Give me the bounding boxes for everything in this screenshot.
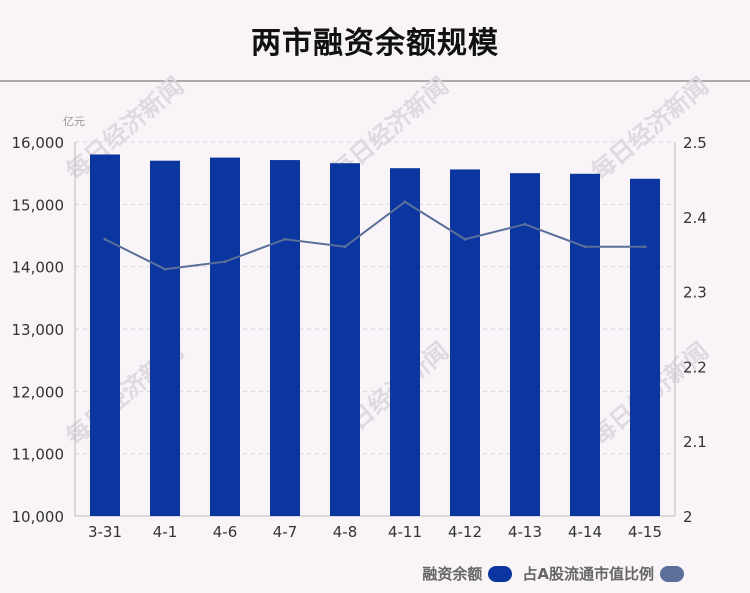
y-right-tick-3: 2.3 xyxy=(683,284,707,302)
x-tick-4-15: 4-15 xyxy=(628,523,662,541)
y-left-tick-3: 13,000 xyxy=(12,321,65,339)
bar-4-1 xyxy=(150,160,180,516)
x-tick-4-12: 4-12 xyxy=(448,523,482,541)
x-tick-4-11: 4-11 xyxy=(388,523,422,541)
ratio-point-4-8 xyxy=(343,245,347,249)
y-left-tick-2: 12,000 xyxy=(12,383,65,401)
x-tick-4-6: 4-6 xyxy=(213,523,238,541)
x-tick-4-14: 4-14 xyxy=(568,523,602,541)
ratio-point-3-31 xyxy=(103,237,107,241)
y-left-tick-6: 16,000 xyxy=(12,134,65,152)
legend: 融资余额 占A股流通市值比例 xyxy=(422,563,684,584)
y-left-tick-5: 15,000 xyxy=(12,196,65,214)
x-tick-4-1: 4-1 xyxy=(153,523,178,541)
bar-4-7 xyxy=(270,160,300,516)
bar-4-6 xyxy=(210,157,240,517)
legend-item-financing-balance: 融资余额 xyxy=(422,563,513,584)
bar-3-31 xyxy=(90,154,120,516)
ratio-point-4-14 xyxy=(583,245,587,249)
bar-4-15 xyxy=(630,178,660,516)
bar-4-14 xyxy=(570,173,600,517)
ratio-point-4-11 xyxy=(403,200,407,204)
watermark-2: 每日经济新闻 xyxy=(586,72,714,186)
y-right-tick-2: 2.2 xyxy=(683,358,707,376)
legend-label-financing-balance: 融资余额 xyxy=(422,565,483,583)
y-right-tick-1: 2.1 xyxy=(683,433,707,451)
bar-4-11 xyxy=(390,168,420,516)
x-tick-4-7: 4-7 xyxy=(273,523,298,541)
legend-item-ratio: 占A股流通市值比例 xyxy=(522,563,684,584)
ratio-point-4-1 xyxy=(163,267,167,271)
title-divider xyxy=(0,80,750,82)
y-right-tick-0: 2 xyxy=(683,508,693,526)
y-left-tick-0: 10,000 xyxy=(12,508,65,526)
y-left-tick-1: 11,000 xyxy=(12,446,65,464)
bar-4-12 xyxy=(450,169,480,516)
bar-4-13 xyxy=(510,173,540,516)
ratio-point-4-15 xyxy=(643,245,647,249)
y-right-tick-5: 2.5 xyxy=(683,134,707,152)
legend-label-ratio: 占A股流通市值比例 xyxy=(522,565,654,583)
y-left-unit: 亿元 xyxy=(63,115,85,128)
ratio-point-4-12 xyxy=(463,237,467,241)
ratio-point-4-13 xyxy=(523,222,527,226)
ratio-point-4-6 xyxy=(223,260,227,264)
chart-title: 两市融资余额规模 xyxy=(251,26,499,61)
bar-4-8 xyxy=(330,163,360,516)
x-tick-3-31: 3-31 xyxy=(88,523,122,541)
x-tick-4-8: 4-8 xyxy=(333,523,358,541)
y-right-tick-4: 2.4 xyxy=(683,209,707,227)
legend-swatch-line xyxy=(660,565,684,582)
ratio-line xyxy=(104,200,645,271)
y-left-tick-4: 14,000 xyxy=(12,259,65,277)
ratio-point-4-7 xyxy=(283,237,287,241)
legend-swatch-bar xyxy=(488,565,513,582)
x-tick-4-13: 4-13 xyxy=(508,523,542,541)
